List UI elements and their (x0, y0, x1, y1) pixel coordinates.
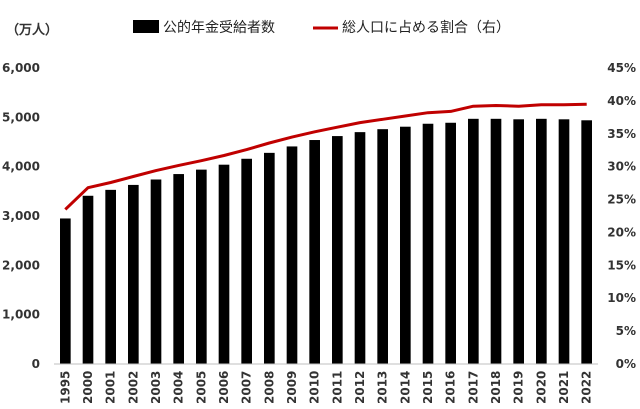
y-right-tick-label: 35% (607, 127, 636, 141)
x-tick-label: 2021 (557, 371, 571, 404)
x-tick-label: 2008 (262, 371, 276, 404)
bar (422, 123, 434, 364)
x-tick-label: 2007 (240, 371, 254, 404)
y-right-tick-label: 40% (607, 94, 636, 108)
legend-bar-swatch (133, 20, 159, 33)
x-tick-label: 2006 (217, 371, 231, 404)
x-tick-label: 2000 (81, 371, 95, 404)
bar (490, 118, 502, 365)
y-left-tick-label: 2,000 (2, 258, 40, 272)
bar (581, 120, 592, 364)
x-tick-label: 2018 (489, 371, 503, 404)
y-left-tick-label: 3,000 (2, 209, 40, 223)
x-tick-label: 2011 (330, 371, 344, 404)
plot-area: 0 1,000 2,000 3,000 4,000 5,000 6,000 0% 5% 10% 15… (2, 61, 636, 404)
x-tick-label: 2009 (285, 371, 299, 404)
y-axis-unit-label: （万人） (6, 22, 58, 38)
legend: 公的年金受給者数 総人口に占める割合（右） (133, 19, 510, 36)
y-right-tick-label: 0% (616, 357, 636, 371)
x-tick-label: 2004 (172, 371, 186, 404)
bar (309, 140, 320, 364)
x-tick-label: 2022 (580, 371, 594, 404)
bar (218, 164, 230, 364)
bar (82, 195, 94, 364)
y-left-tick-label: 1,000 (2, 308, 40, 322)
x-tick-label: 1995 (58, 371, 72, 404)
y-right-tick-label: 20% (607, 225, 636, 239)
y-left-tick-label: 0 (32, 357, 40, 371)
bar (196, 169, 207, 364)
x-tick-label: 2001 (104, 371, 118, 404)
x-tick-label: 2005 (194, 371, 208, 404)
bar (150, 179, 162, 364)
bar (264, 152, 275, 364)
bar (173, 174, 184, 364)
x-tick-label: 2003 (149, 371, 163, 404)
bar (128, 184, 139, 364)
bar (445, 122, 456, 364)
bar (377, 129, 388, 364)
y-right-tick-label: 45% (607, 61, 636, 75)
y-right-tick-label: 30% (607, 160, 636, 174)
x-tick-label: 2020 (534, 371, 548, 404)
ratio-line (64, 102, 587, 211)
y-left-tick-label: 6,000 (2, 61, 40, 75)
x-tick-label: 2010 (308, 371, 322, 404)
bar (468, 118, 479, 365)
bar (60, 218, 71, 364)
y-left-tick-label: 5,000 (2, 110, 40, 124)
x-tick-label: 2002 (126, 371, 140, 404)
y-right-tick-label: 15% (607, 258, 636, 272)
bar (241, 158, 252, 364)
bar (400, 126, 411, 364)
bar (105, 189, 116, 364)
x-tick-label: 2019 (512, 371, 526, 404)
y-right-tick-label: 25% (607, 193, 636, 207)
bar (354, 132, 366, 364)
x-tick-label: 2015 (421, 371, 435, 404)
bar (558, 119, 570, 364)
x-tick-label: 2017 (466, 371, 480, 404)
bar (536, 118, 547, 365)
legend-bar-label: 公的年金受給者数 (163, 20, 275, 36)
x-tick-label: 2014 (398, 371, 412, 404)
legend-line-label: 総人口に占める割合（右） (342, 19, 510, 36)
bar (332, 136, 343, 364)
y-right-tick-label: 10% (607, 291, 636, 305)
y-left-tick-label: 4,000 (2, 160, 40, 174)
y-right-tick-label: 5% (616, 324, 636, 338)
x-tick-label: 2012 (353, 371, 367, 404)
bar (286, 146, 298, 364)
bar (513, 119, 524, 364)
x-tick-label: 2016 (444, 371, 458, 404)
x-tick-label: 2013 (376, 371, 390, 404)
